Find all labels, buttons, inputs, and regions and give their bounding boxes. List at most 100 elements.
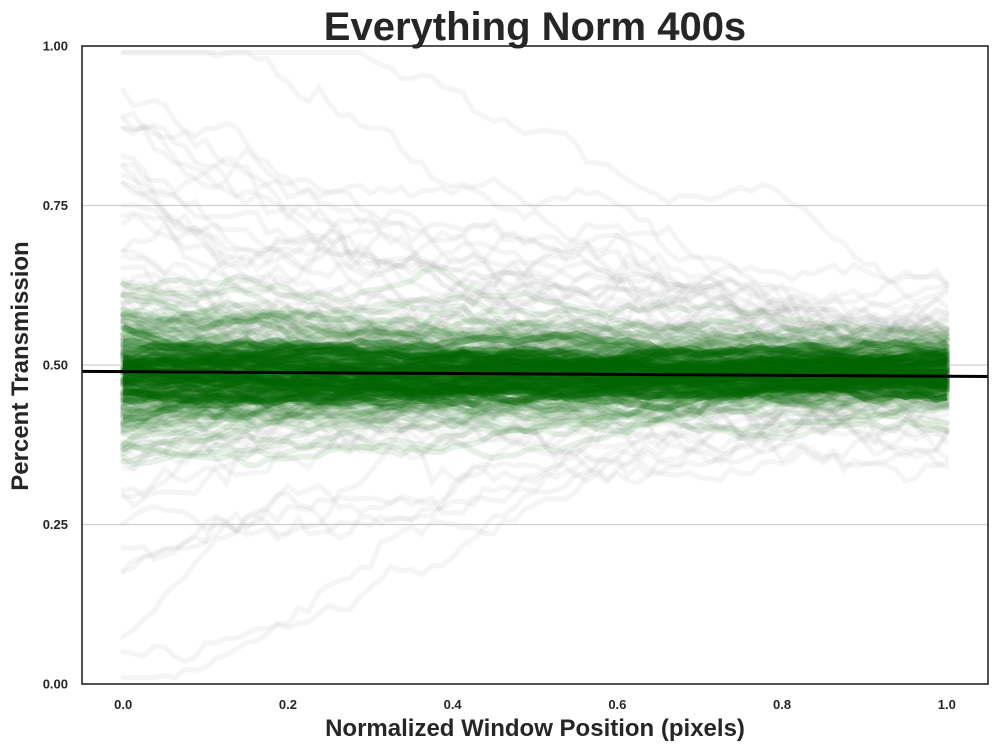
highlight-trace bbox=[121, 369, 948, 406]
highlight-trace bbox=[120, 325, 950, 378]
highlight-trace bbox=[120, 348, 950, 399]
background-trace bbox=[120, 393, 950, 534]
highlight-trace bbox=[120, 347, 950, 416]
highlight-trace bbox=[120, 339, 950, 377]
highlight-trace bbox=[120, 382, 950, 428]
background-trace bbox=[120, 299, 950, 398]
chart-title: Everything Norm 400s bbox=[324, 5, 746, 49]
background-trace bbox=[120, 162, 950, 306]
background-trace bbox=[120, 210, 950, 358]
highlight-trace bbox=[120, 328, 950, 393]
highlight-trace bbox=[120, 264, 950, 340]
highlight-trace bbox=[121, 323, 948, 358]
background-trace bbox=[120, 316, 950, 439]
highlight-trace bbox=[122, 360, 948, 404]
background-trace bbox=[120, 288, 950, 375]
highlight-trace bbox=[120, 292, 950, 357]
highlight-trace bbox=[120, 312, 950, 343]
background-trace bbox=[120, 377, 950, 639]
background-trace bbox=[120, 366, 950, 665]
highlight-trace bbox=[120, 352, 950, 396]
highlight-trace bbox=[120, 364, 950, 410]
background-trace bbox=[120, 320, 950, 430]
background-trace bbox=[120, 387, 950, 500]
highlight-trace bbox=[122, 366, 948, 395]
highlight-trace bbox=[120, 346, 950, 411]
highlight-trace bbox=[120, 317, 950, 363]
highlight-trace bbox=[120, 374, 950, 425]
background-trace bbox=[120, 336, 950, 454]
background-trace bbox=[120, 297, 950, 573]
highlight-trace bbox=[122, 344, 948, 374]
highlight-trace bbox=[120, 351, 950, 442]
x-tick-label: 0.4 bbox=[444, 697, 463, 712]
x-tick-label: 0.2 bbox=[279, 697, 297, 712]
highlight-trace bbox=[121, 352, 949, 386]
highlight-trace bbox=[120, 334, 950, 385]
highlight-trace bbox=[122, 365, 949, 394]
highlight-trace bbox=[122, 344, 947, 380]
highlight-trace bbox=[120, 359, 950, 418]
highlight-trace bbox=[120, 395, 950, 442]
highlight-trace bbox=[121, 367, 949, 391]
background-trace bbox=[120, 153, 950, 366]
background-trace bbox=[120, 180, 950, 367]
highlight-trace bbox=[120, 309, 950, 398]
background-trace bbox=[120, 313, 950, 405]
highlight-trace bbox=[120, 368, 950, 460]
highlight-trace bbox=[120, 281, 950, 350]
highlight-trace bbox=[120, 311, 950, 368]
background-trace bbox=[120, 116, 950, 380]
highlight-trace bbox=[123, 352, 948, 396]
background-trace bbox=[120, 49, 950, 305]
background-trace bbox=[120, 382, 950, 453]
x-axis-ticks: 0.0 0.2 0.4 0.6 0.8 1.0 bbox=[114, 697, 956, 712]
highlight-trace bbox=[120, 346, 950, 392]
background-trace bbox=[120, 281, 950, 379]
y-tick-label: 0.00 bbox=[43, 677, 68, 692]
highlight-trace bbox=[122, 353, 947, 389]
highlight-trace bbox=[120, 379, 950, 440]
highlight-trace bbox=[120, 305, 950, 374]
highlight-trace bbox=[122, 348, 947, 377]
background-trace bbox=[120, 293, 950, 381]
highlight-trace bbox=[120, 303, 950, 343]
background-trace bbox=[120, 288, 950, 401]
highlight-trace bbox=[120, 353, 950, 415]
highlight-trace bbox=[120, 362, 950, 452]
highlight-trace bbox=[120, 341, 950, 397]
highlight-trace bbox=[123, 364, 948, 409]
y-axis-ticks: 0.00 0.25 0.50 0.75 1.00 bbox=[43, 39, 68, 692]
background-trace bbox=[120, 362, 950, 499]
highlight-trace bbox=[122, 350, 948, 378]
highlight-trace bbox=[122, 341, 948, 389]
background-trace bbox=[120, 372, 950, 479]
highlight-trace bbox=[120, 349, 950, 404]
background-trace bbox=[120, 280, 950, 364]
fit-line bbox=[81, 369, 989, 378]
background-trace bbox=[120, 248, 950, 368]
highlight-trace bbox=[120, 374, 950, 422]
highlight-trace bbox=[120, 349, 950, 407]
highlight-trace bbox=[120, 367, 950, 420]
highlight-trace bbox=[120, 369, 950, 415]
highlight-trace bbox=[120, 382, 950, 435]
y-tick-label: 0.25 bbox=[43, 517, 68, 532]
highlight-trace bbox=[120, 355, 950, 399]
highlight-trace bbox=[120, 308, 950, 390]
highlight-trace bbox=[120, 356, 950, 434]
background-trace bbox=[120, 261, 950, 322]
highlight-trace bbox=[120, 337, 950, 382]
highlight-trace bbox=[120, 343, 950, 384]
background-trace bbox=[120, 403, 950, 681]
background-trace bbox=[120, 308, 950, 434]
y-tick-label: 1.00 bbox=[43, 39, 68, 54]
highlight-trace bbox=[120, 341, 950, 386]
background-trace bbox=[120, 347, 950, 459]
highlight-trace bbox=[122, 378, 948, 405]
highlight-trace bbox=[120, 336, 950, 400]
highlight-trace bbox=[120, 354, 950, 431]
highlight-trace bbox=[120, 376, 950, 411]
highlight-trace bbox=[120, 357, 950, 403]
highlight-trace bbox=[120, 371, 950, 407]
